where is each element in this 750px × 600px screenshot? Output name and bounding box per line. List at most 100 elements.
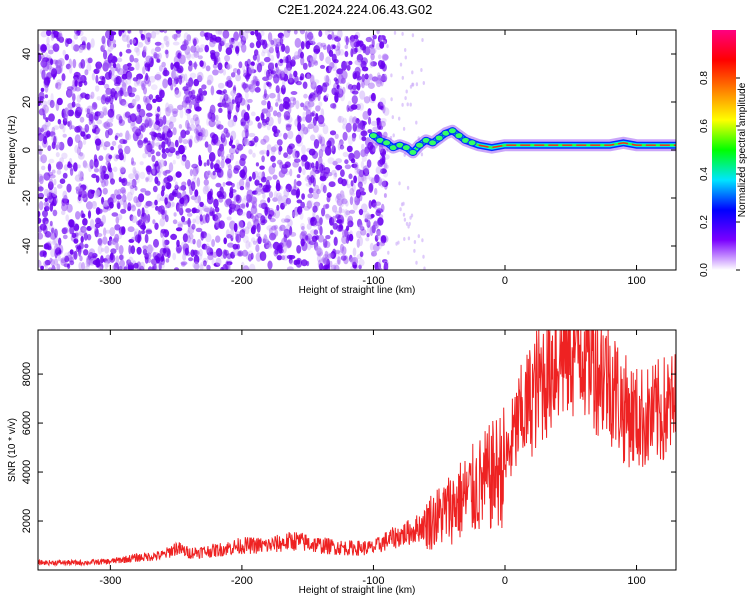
- noise-blob: [306, 73, 311, 80]
- noise-blob: [377, 54, 382, 60]
- noise-blob: [184, 159, 191, 170]
- noise-blob: [95, 61, 103, 69]
- noise-blob: [50, 58, 54, 66]
- noise-blob: [263, 135, 270, 143]
- noise-blob: [248, 176, 252, 182]
- noise-blob: [281, 164, 289, 169]
- figure-title: C2E1.2024.224.06.43.G02: [278, 2, 433, 17]
- noise-blob: [282, 101, 289, 110]
- signal-clump: [382, 139, 392, 147]
- noise-blob: [203, 129, 209, 138]
- noise-blob: [201, 84, 207, 90]
- noise-blob: [261, 171, 266, 181]
- noise-blob: [207, 32, 212, 38]
- noise-blob: [152, 185, 158, 193]
- noise-blob: [139, 30, 143, 35]
- noise-blob: [275, 39, 281, 48]
- noise-blob: [227, 101, 234, 112]
- noise-blob: [361, 156, 367, 162]
- noise-blob: [163, 30, 168, 34]
- noise-blob: [363, 77, 370, 86]
- noise-blob: [189, 135, 193, 141]
- noise-blob: [120, 167, 126, 175]
- noise-blob: [300, 56, 305, 66]
- noise-blob: [302, 62, 308, 70]
- noise-blob: [399, 207, 402, 212]
- noise-blob: [176, 31, 181, 38]
- noise-blob: [184, 45, 191, 55]
- noise-blob: [120, 178, 126, 183]
- noise-blob: [76, 94, 82, 103]
- spectrogram-x-label: Height of straight line (km): [299, 285, 416, 296]
- noise-blob: [199, 201, 204, 207]
- noise-blob: [312, 79, 316, 87]
- noise-blob: [144, 144, 149, 155]
- noise-blob: [358, 264, 362, 270]
- noise-blob: [347, 135, 354, 145]
- noise-blob: [260, 30, 265, 36]
- noise-blob: [350, 38, 357, 48]
- noise-blob: [112, 62, 117, 69]
- noise-blob: [234, 231, 242, 236]
- noise-blob: [221, 137, 228, 147]
- noise-blob: [58, 237, 62, 246]
- noise-blob: [193, 263, 200, 270]
- noise-blob: [266, 244, 273, 250]
- noise-blob: [142, 248, 148, 256]
- noise-blob: [270, 38, 276, 47]
- noise-blob: [338, 115, 342, 123]
- noise-blob: [421, 38, 424, 42]
- noise-blob: [172, 73, 179, 79]
- noise-blob: [114, 189, 119, 196]
- noise-blob: [350, 180, 354, 187]
- noise-blob: [356, 119, 363, 130]
- noise-blob: [365, 237, 370, 242]
- noise-blob: [340, 169, 345, 178]
- noise-blob: [267, 260, 273, 270]
- noise-blob: [371, 76, 379, 82]
- noise-blob: [103, 121, 111, 130]
- noise-blob: [131, 126, 139, 133]
- noise-blob: [207, 254, 214, 261]
- noise-blob: [69, 249, 74, 255]
- noise-blob: [368, 75, 374, 82]
- noise-blob: [313, 86, 319, 93]
- noise-blob: [128, 238, 135, 243]
- noise-blob: [273, 110, 278, 117]
- noise-blob: [420, 68, 423, 72]
- noise-blob: [85, 259, 90, 268]
- noise-blob: [271, 162, 277, 168]
- noise-blob: [372, 221, 379, 229]
- noise-blob: [277, 159, 283, 165]
- noise-blob: [225, 81, 229, 87]
- noise-blob: [330, 103, 337, 109]
- noise-blob: [359, 43, 367, 51]
- noise-blob: [209, 36, 214, 43]
- noise-blob: [185, 208, 192, 213]
- noise-blob: [295, 100, 300, 110]
- noise-blob: [231, 117, 237, 127]
- noise-blob: [278, 170, 286, 178]
- noise-blob: [52, 191, 57, 198]
- noise-blob: [127, 30, 131, 34]
- noise-blob: [409, 102, 412, 107]
- noise-blob: [380, 76, 384, 87]
- noise-blob: [195, 215, 201, 225]
- noise-blob: [367, 116, 372, 125]
- noise-blob: [145, 103, 153, 111]
- noise-blob: [105, 254, 112, 264]
- noise-blob: [230, 39, 235, 44]
- noise-blob: [53, 178, 57, 186]
- noise-blob: [99, 174, 105, 184]
- noise-blob: [141, 50, 147, 58]
- noise-blob: [376, 208, 383, 214]
- noise-blob: [145, 55, 152, 64]
- noise-blob: [255, 190, 261, 196]
- noise-blob: [105, 260, 111, 268]
- noise-blob: [233, 167, 240, 174]
- noise-blob: [80, 92, 87, 99]
- x-tick-label: -200: [231, 575, 253, 587]
- noise-blob: [334, 172, 338, 178]
- noise-blob: [404, 96, 407, 101]
- noise-blob: [347, 220, 354, 228]
